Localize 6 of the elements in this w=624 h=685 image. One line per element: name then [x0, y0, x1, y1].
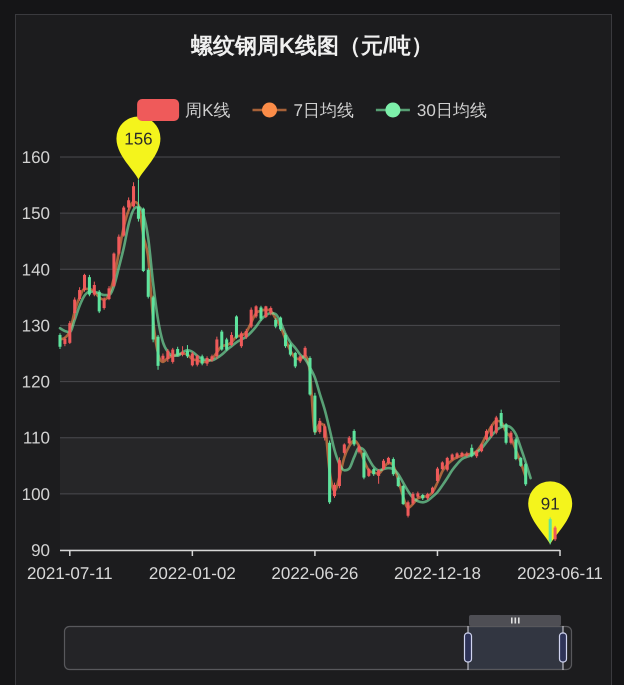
legend-label: 7日均线: [294, 101, 354, 120]
title: 螺纹钢周K线图（元/吨）: [191, 33, 433, 58]
annotation: 156: [124, 129, 153, 148]
annotation: 91: [540, 494, 560, 514]
legend-label: 周K线: [185, 101, 230, 120]
legend-label: 30日均线: [416, 101, 487, 120]
